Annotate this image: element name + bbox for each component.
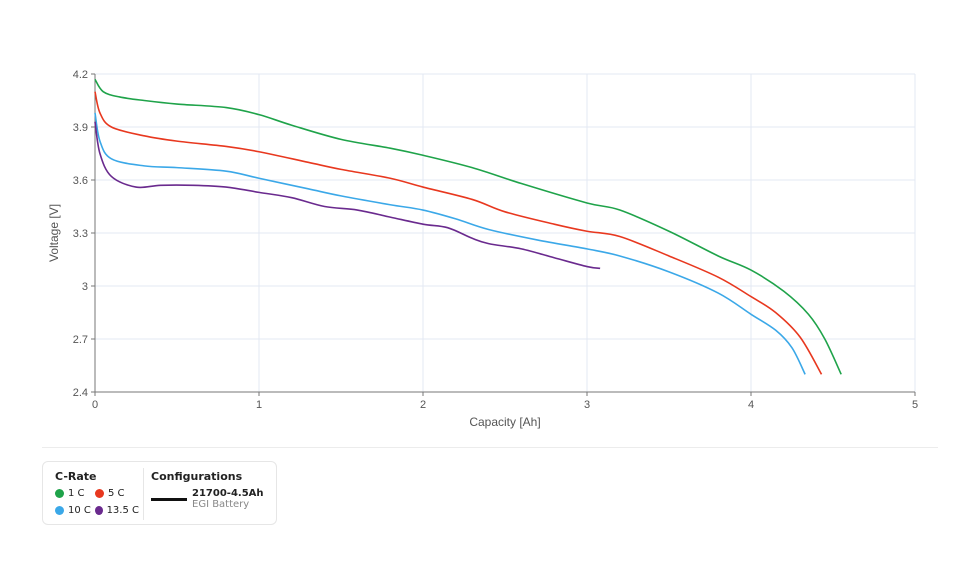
legend-label: 13.5 C xyxy=(106,505,139,516)
config-item[interactable]: 21700-4.5Ah EGI Battery xyxy=(151,488,264,510)
legend-config-title: Configurations xyxy=(151,470,243,483)
x-tick-label: 3 xyxy=(584,399,590,411)
x-tick-label: 0 xyxy=(92,399,98,411)
x-tick-label: 2 xyxy=(420,399,426,411)
x-tick-label: 4 xyxy=(748,399,754,411)
dot-icon xyxy=(95,489,104,498)
line-style-icon xyxy=(151,497,187,501)
series-line-10-c[interactable] xyxy=(94,112,806,375)
y-axis-title: Voltage [V] xyxy=(47,204,61,262)
legend-item-1c[interactable]: 1 C xyxy=(55,488,95,499)
legend-item-5c[interactable]: 5 C xyxy=(95,488,139,499)
legend-label: 10 C xyxy=(68,505,91,516)
legend-crate-section: C-Rate 1 C 5 C 10 C 13.5 C xyxy=(55,470,139,516)
y-tick-label: 2.7 xyxy=(73,334,88,346)
grid-lines xyxy=(95,73,916,392)
legend-separator xyxy=(143,468,144,520)
y-tick-label: 4.2 xyxy=(73,69,88,81)
y-tick-label: 2.4 xyxy=(73,387,88,399)
y-tick-label: 3.6 xyxy=(73,175,88,187)
series-line-1-c[interactable] xyxy=(94,78,842,375)
series-line-13-5-c[interactable] xyxy=(94,121,601,270)
config-name: 21700-4.5Ah xyxy=(192,488,264,499)
x-tick-label: 1 xyxy=(256,399,262,411)
legend-config-section: Configurations 21700-4.5Ah EGI Battery xyxy=(151,470,264,510)
series-lines xyxy=(94,78,842,375)
legend-crate-title: C-Rate xyxy=(55,470,97,483)
dot-icon xyxy=(55,489,64,498)
discharge-chart: 0 1 2 3 4 52.42.733.33.63.94.2 Capacity [Ah] … xyxy=(47,69,918,429)
config-subtitle: EGI Battery xyxy=(192,499,250,510)
legend-item-13-5c[interactable]: 13.5 C xyxy=(95,505,139,516)
y-tick-label: 3 xyxy=(82,281,88,293)
legend-label: 5 C xyxy=(108,488,125,499)
series-line-5-c[interactable] xyxy=(94,91,823,375)
dot-icon xyxy=(95,506,103,515)
legend-item-10c[interactable]: 10 C xyxy=(55,505,95,516)
y-tick-label: 3.3 xyxy=(73,228,88,240)
divider xyxy=(42,447,938,448)
dot-icon xyxy=(55,506,64,515)
legend-label: 1 C xyxy=(68,488,85,499)
legend: C-Rate 1 C 5 C 10 C 13.5 C Configuration… xyxy=(42,461,277,525)
x-tick-label: 5 xyxy=(912,399,918,411)
axes: 0 1 2 3 4 5 2.4 2.7 3 3.3 3.6 3.9 4.2 xyxy=(73,69,918,411)
y-tick-label: 3.9 xyxy=(73,122,88,134)
x-axis-title: Capacity [Ah] xyxy=(469,415,540,429)
